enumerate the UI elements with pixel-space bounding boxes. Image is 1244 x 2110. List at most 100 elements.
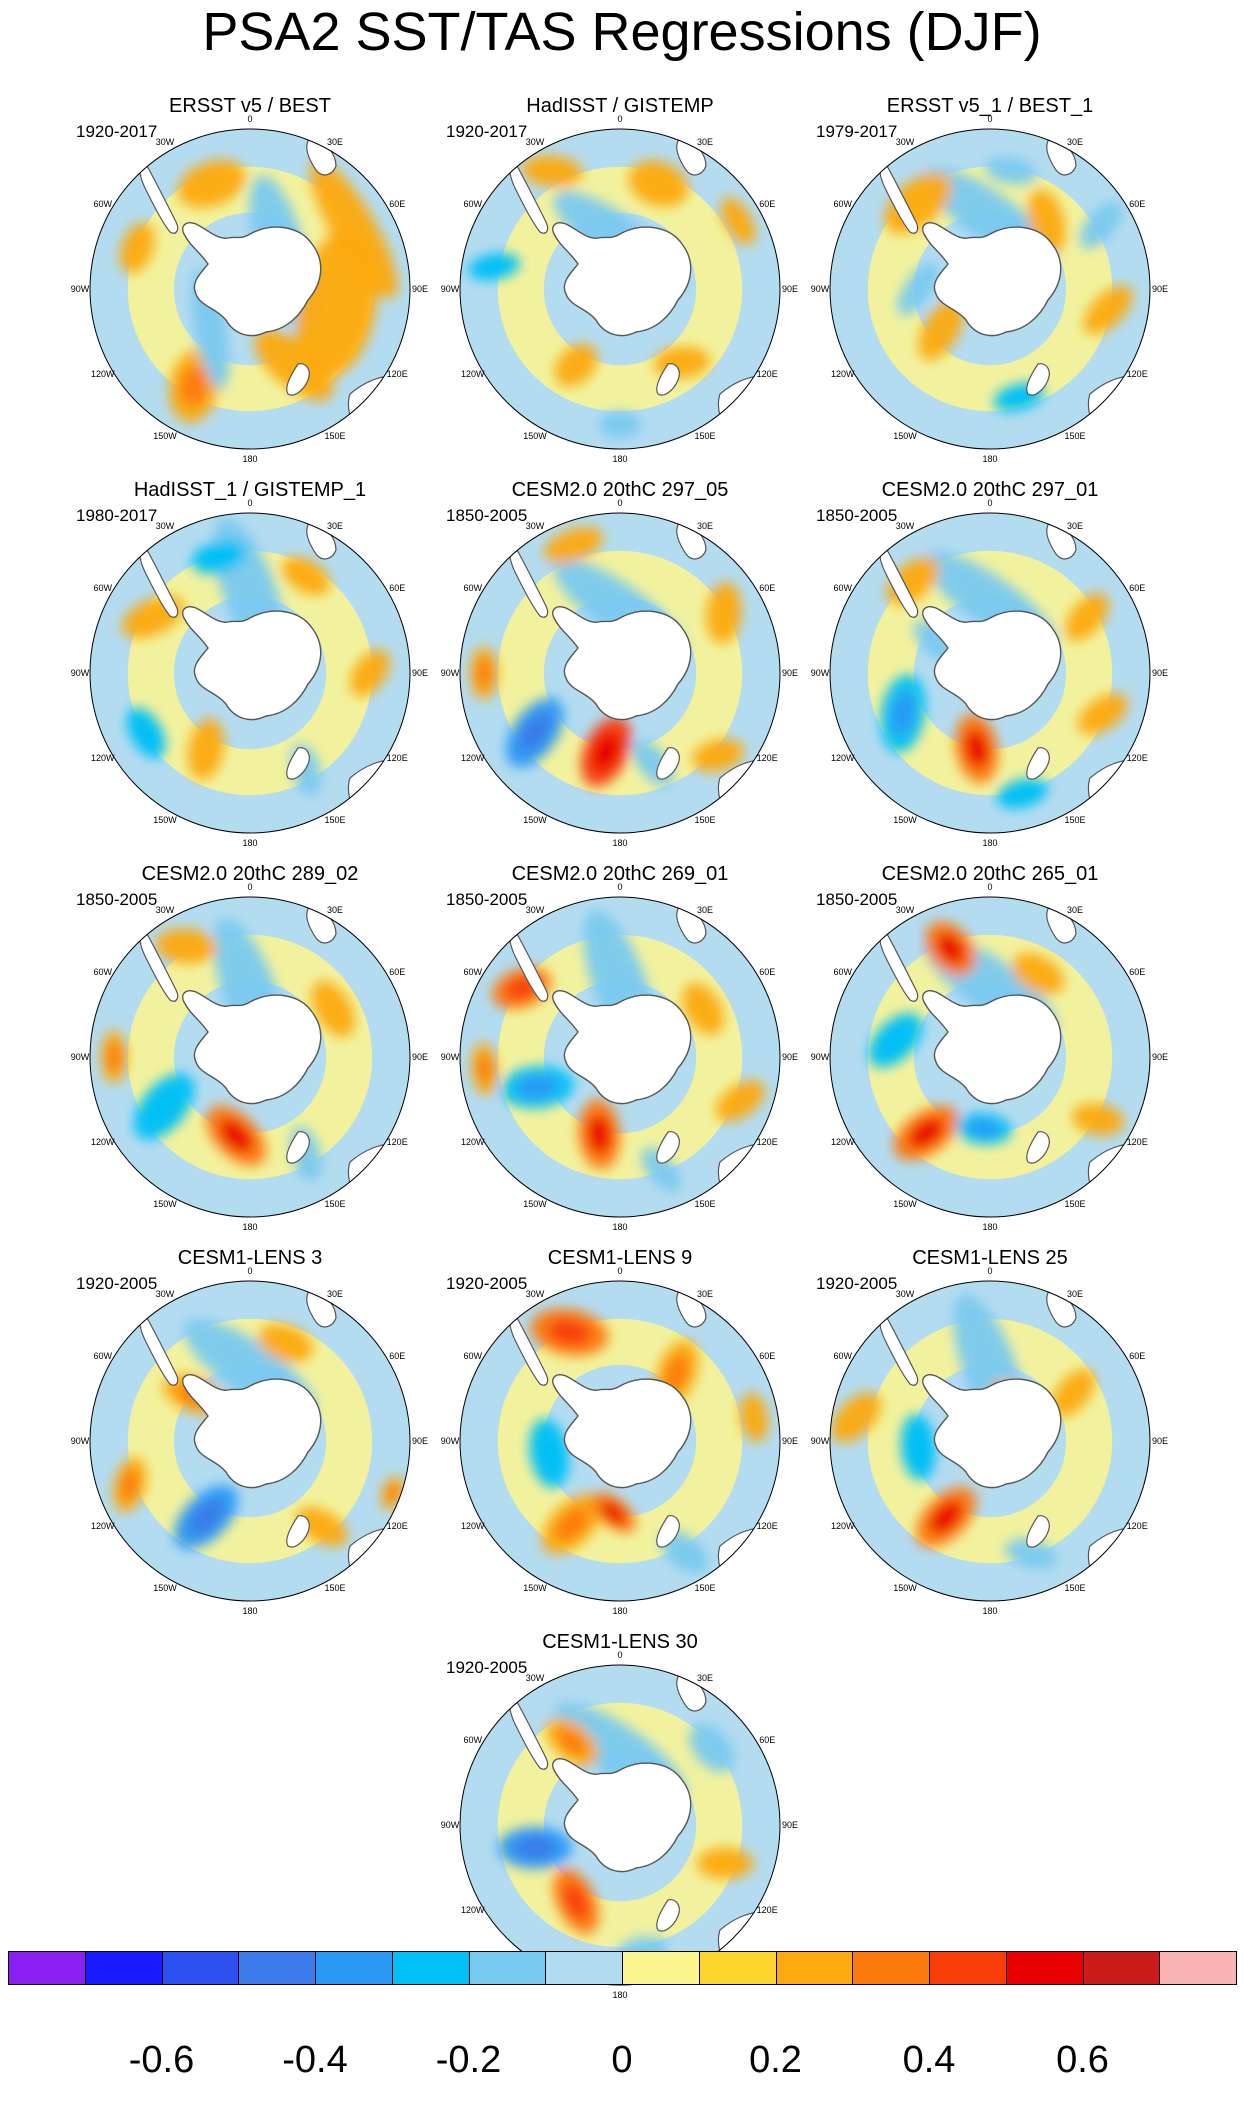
longitude-label: 30W bbox=[526, 521, 545, 531]
longitude-label: 150W bbox=[153, 1583, 177, 1593]
map-panel: HadISST / GISTEMP 0 30E 60E 90E 120E 150E 180 15… bbox=[420, 94, 820, 464]
panel-title: CESM1-LENS 3 bbox=[177, 1247, 323, 1269]
longitude-label: 0 bbox=[617, 1650, 622, 1660]
new-zealand-landmass bbox=[1026, 363, 1050, 396]
longitude-label: 90E bbox=[1152, 668, 1168, 678]
longitude-label: 30E bbox=[1067, 1289, 1083, 1299]
longitude-label: 30W bbox=[896, 1289, 915, 1299]
longitude-label: 60E bbox=[389, 583, 405, 593]
longitude-label: 0 bbox=[247, 882, 252, 892]
longitude-label: 150W bbox=[523, 1199, 547, 1209]
longitude-label: 150W bbox=[523, 1583, 547, 1593]
new-zealand-landmass bbox=[1026, 1131, 1050, 1164]
longitude-label: 30W bbox=[526, 905, 545, 915]
longitude-label: 120W bbox=[831, 369, 855, 379]
south-america-landmass bbox=[879, 163, 919, 234]
longitude-label: 120E bbox=[757, 369, 778, 379]
antarctica-landmass bbox=[182, 1374, 322, 1489]
longitude-label: 180 bbox=[982, 838, 997, 848]
longitude-label: 90W bbox=[71, 1436, 90, 1446]
longitude-label: 150E bbox=[694, 431, 715, 441]
longitude-label: 0 bbox=[617, 1266, 622, 1276]
panel-title: CESM2.0 20thC 269_01 bbox=[511, 863, 729, 885]
colorbar-swatch bbox=[622, 1951, 700, 1985]
longitude-label: 180 bbox=[242, 454, 257, 464]
south-america-landmass bbox=[509, 1699, 549, 1770]
longitude-label: 60W bbox=[94, 1351, 113, 1361]
colorbar-swatch bbox=[1159, 1951, 1237, 1985]
longitude-label: 90W bbox=[811, 1052, 830, 1062]
longitude-label: 60W bbox=[464, 199, 483, 209]
panel-title: CESM1-LENS 9 bbox=[547, 1247, 693, 1269]
panel-title: CESM2.0 20thC 265_01 bbox=[881, 863, 1099, 885]
page-title: PSA2 SST/TAS Regressions (DJF) bbox=[202, 2, 1042, 62]
panel-title: CESM1-LENS 30 bbox=[542, 1631, 698, 1653]
longitude-label: 30E bbox=[697, 905, 713, 915]
longitude-label: 60E bbox=[759, 967, 775, 977]
colorbar-swatch bbox=[8, 1951, 86, 1985]
longitude-label: 150W bbox=[893, 1199, 917, 1209]
longitude-label: 90E bbox=[1152, 1052, 1168, 1062]
map-panel: CESM1-LENS 3 0 30E 60E 90E 120E 150E 180 150W 120… bbox=[50, 1246, 450, 1616]
longitude-label: 30W bbox=[156, 1289, 175, 1299]
longitude-label: 30E bbox=[327, 137, 343, 147]
colorbar-swatch bbox=[84, 1951, 163, 1985]
colorbar-tick-label: 0.6 bbox=[1056, 2039, 1109, 2081]
new-zealand-landmass bbox=[286, 363, 310, 396]
antarctica-landmass bbox=[552, 990, 692, 1105]
panel-year-range: 1850-2005 bbox=[816, 506, 898, 525]
longitude-label: 60W bbox=[94, 583, 113, 593]
longitude-label: 0 bbox=[247, 498, 252, 508]
panel-title: HadISST / GISTEMP bbox=[526, 95, 714, 117]
longitude-label: 90W bbox=[441, 1052, 460, 1062]
south-america-landmass bbox=[509, 547, 549, 618]
antarctica-landmass bbox=[922, 1374, 1062, 1489]
longitude-label: 90E bbox=[782, 1436, 798, 1446]
new-zealand-landmass bbox=[656, 1515, 680, 1548]
antarctica-landmass bbox=[182, 990, 322, 1105]
longitude-label: 0 bbox=[617, 882, 622, 892]
longitude-label: 60W bbox=[464, 583, 483, 593]
colorbar bbox=[8, 1951, 1237, 1987]
longitude-label: 120W bbox=[461, 1905, 485, 1915]
panel-title: CESM2.0 20thC 289_02 bbox=[141, 863, 359, 885]
map-panel: CESM2.0 20thC 289_02 0 30E 60E 90E 120E 150E 18… bbox=[50, 862, 450, 1232]
longitude-label: 150W bbox=[153, 815, 177, 825]
new-zealand-landmass bbox=[286, 747, 310, 780]
panel-year-range: 1979-2017 bbox=[816, 122, 898, 141]
longitude-label: 150E bbox=[324, 815, 345, 825]
new-zealand-landmass bbox=[1026, 747, 1050, 780]
panel-title: ERSST v5 / BEST bbox=[169, 95, 331, 117]
longitude-label: 30W bbox=[526, 137, 545, 147]
antarctica-landmass bbox=[552, 1758, 692, 1873]
longitude-label: 90W bbox=[441, 284, 460, 294]
longitude-label: 120E bbox=[1127, 1521, 1148, 1531]
south-america-landmass bbox=[509, 931, 549, 1002]
antarctica-landmass bbox=[552, 606, 692, 721]
longitude-label: 90E bbox=[412, 284, 428, 294]
panel-year-range: 1920-2005 bbox=[816, 1274, 898, 1293]
longitude-label: 120W bbox=[91, 369, 115, 379]
new-zealand-landmass bbox=[286, 1515, 310, 1548]
longitude-label: 60E bbox=[1129, 199, 1145, 209]
longitude-label: 30W bbox=[526, 1673, 545, 1683]
antarctica-landmass bbox=[182, 222, 322, 337]
longitude-label: 120E bbox=[387, 1137, 408, 1147]
longitude-label: 90W bbox=[811, 1436, 830, 1446]
longitude-label: 120E bbox=[387, 1521, 408, 1531]
south-america-landmass bbox=[879, 931, 919, 1002]
longitude-label: 30E bbox=[697, 137, 713, 147]
longitude-label: 180 bbox=[242, 1606, 257, 1616]
new-zealand-landmass bbox=[286, 1131, 310, 1164]
map-panel: CESM2.0 20thC 269_01 0 30E 60E 90E 120E 150E 18… bbox=[420, 862, 820, 1232]
longitude-label: 150W bbox=[153, 431, 177, 441]
colorbar-swatch bbox=[775, 1951, 854, 1985]
longitude-label: 0 bbox=[987, 882, 992, 892]
panel-year-range: 1980-2017 bbox=[76, 506, 158, 525]
